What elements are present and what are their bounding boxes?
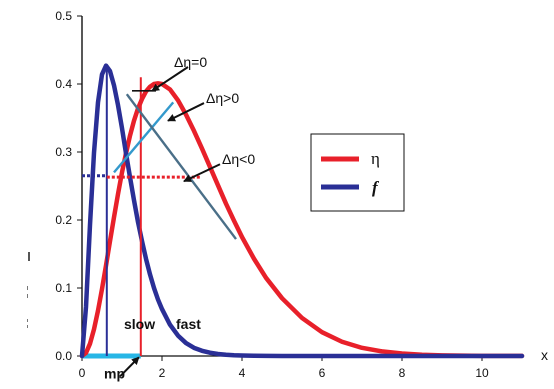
annotation-label: fast — [176, 316, 201, 332]
tangent-segment — [125, 93, 237, 240]
y-ticks: 0.0 0.1 0.2 0.3 0.4 0.5 — [55, 9, 82, 363]
annotation-arrow — [151, 66, 189, 92]
plot-area: 0.0 0.1 0.2 0.3 0.4 0.5 0 2 4 6 8 10 Δη=0 Δη>0 Δη<0 s… — [27, 9, 548, 381]
y-tick-label: 0.1 — [55, 281, 72, 295]
legend: η f — [310, 133, 405, 212]
annotation-label: Δη>0 — [206, 90, 239, 106]
x-tick-label: 4 — [239, 366, 246, 380]
x-tick-label: 8 — [399, 366, 406, 380]
y-tick-label: 0.5 — [55, 9, 72, 23]
x-axis-label: x — [541, 347, 548, 363]
tangent-segment — [113, 101, 175, 174]
y-label-fragments — [27, 252, 30, 328]
series-f-line — [79, 63, 525, 359]
legend-box — [310, 133, 405, 212]
series-eta-line — [79, 81, 525, 359]
y-tick-label: 0.4 — [55, 77, 72, 91]
legend-label-f: f — [372, 178, 380, 197]
x-tick-label: 10 — [475, 366, 489, 380]
x-tick-label: 6 — [319, 366, 326, 380]
x-ticks: 0 2 4 6 8 10 — [79, 356, 489, 380]
annotation-label: Δη<0 — [222, 151, 255, 167]
annotation-label: slow — [124, 316, 155, 332]
x-tick-label: 2 — [159, 366, 166, 380]
annotation-arrow — [119, 356, 140, 378]
annotation-arrow — [167, 102, 205, 122]
legend-label-eta: η — [371, 149, 380, 168]
annotations-layer: Δη=0 Δη>0 Δη<0 slow fast mp — [104, 54, 255, 381]
lines-layer — [79, 63, 525, 359]
annotation-label: mp — [104, 365, 125, 381]
annotation-label: Δη=0 — [174, 54, 207, 70]
y-tick-label: 0.3 — [55, 145, 72, 159]
y-tick-label: 0.0 — [55, 349, 72, 363]
x-tick-label: 0 — [79, 366, 86, 380]
y-tick-label: 0.2 — [55, 213, 72, 227]
annotation-arrow — [183, 163, 221, 183]
